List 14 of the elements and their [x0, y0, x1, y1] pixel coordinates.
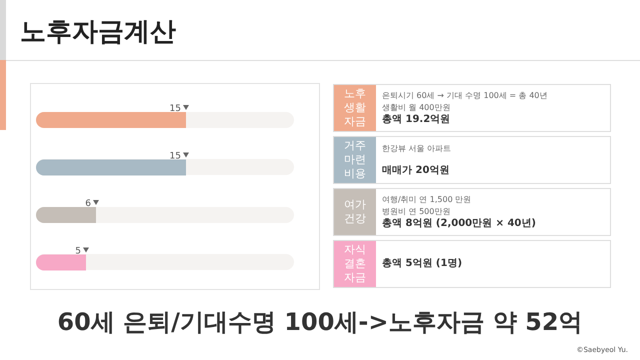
- data-label: 15: [170, 104, 181, 114]
- y-tick-label: 여가 건강: [334, 189, 376, 235]
- data-label: 15: [170, 152, 181, 162]
- data-label: 5: [75, 246, 81, 256]
- y-tick-label: 노후 생활 자금: [334, 85, 376, 131]
- text: 여행/취미 연 1,500 만원 병원비 연 500만원 총액 8억원 (2,000만원 × 40년): [382, 194, 536, 230]
- chart-title: 노후자금계산: [20, 16, 176, 49]
- text: 60세 은퇴/기대수명 100세->노후자금 약 52억: [56, 307, 584, 338]
- text: 은퇴시기 60세 → 기대 수명 100세 = 총 40년 생활비 월 400만원 총액 19.2억원: [382, 90, 548, 126]
- text: 한강뷰 서울 아파트 매매가 20억원: [382, 144, 452, 176]
- y-tick-label: 거주 마련 비용: [334, 137, 376, 183]
- text: 총액 5억원 (1명): [382, 258, 462, 270]
- data-label: 6: [85, 199, 92, 209]
- y-tick-label: 자식 결혼 자금: [334, 241, 376, 287]
